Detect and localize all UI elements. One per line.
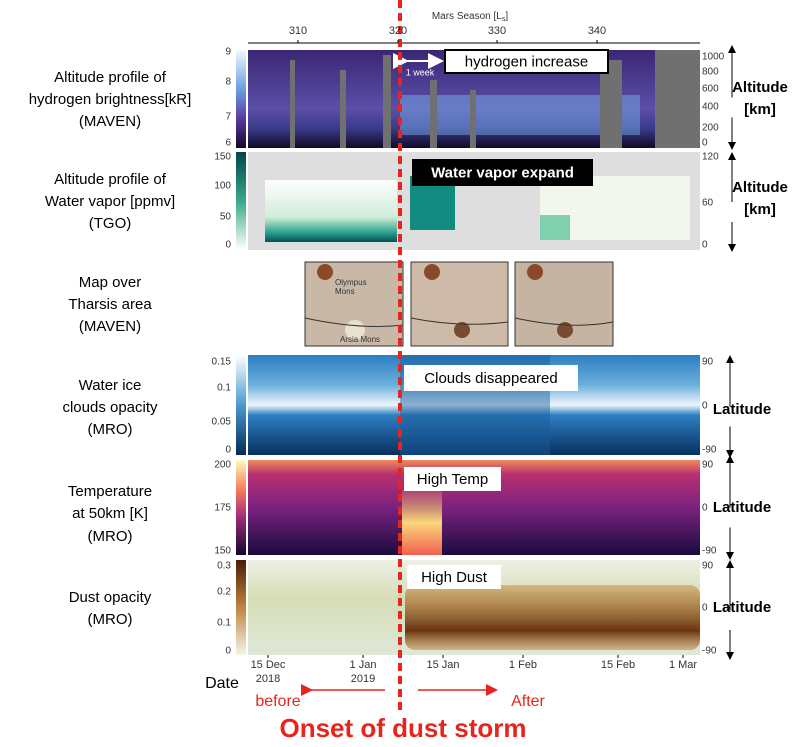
colorbar-tick-label: 0	[225, 240, 231, 251]
right-axis-label: Altitude	[732, 179, 788, 196]
week-label: 1 week	[406, 67, 435, 77]
annotation-box	[412, 159, 593, 186]
right-tick-label: -90	[702, 646, 717, 657]
right-axis-label: Altitude	[732, 79, 788, 96]
colorbar-tick-label: 0.15	[212, 357, 232, 368]
colorbar-tick-label: 9	[225, 47, 231, 58]
annotation: Water vapor expand	[431, 164, 574, 181]
right-tick-label: 0	[702, 138, 708, 149]
right-tick-label: 0	[702, 503, 708, 514]
colorbar-tick-label: 200	[214, 460, 231, 471]
panel-title: clouds opacity	[62, 399, 158, 416]
colorbar-tick-label: 0	[225, 445, 231, 456]
date-year: 2018	[256, 673, 280, 685]
map-label: Arsia Mons	[340, 335, 380, 344]
right-tick-label: 90	[702, 357, 714, 368]
colorbar-tick-label: 0	[225, 646, 231, 657]
colorbar-tick-label: 8	[225, 77, 231, 88]
top-tick-label: 340	[588, 25, 606, 37]
colorbar-tick-label: 0.05	[212, 417, 232, 428]
colorbar-tick-label: 175	[214, 503, 231, 514]
panel-title: (MRO)	[88, 611, 133, 628]
date-label: 15 Feb	[601, 659, 635, 671]
axis-label-part: ]	[505, 11, 508, 22]
top-axis-label: Mars Season [Ls]	[432, 11, 509, 23]
right-axis-label: [km]	[744, 101, 776, 118]
panel-title: (TGO)	[89, 215, 132, 232]
right-tick-label: -90	[702, 445, 717, 456]
panel-title: (MAVEN)	[79, 113, 141, 130]
right-axis-label: Latitude	[713, 401, 771, 418]
right-tick-label: 90	[702, 460, 714, 471]
annotation: High Dust	[421, 569, 488, 586]
right-tick-label: 0	[702, 603, 708, 614]
right-tick-label: 120	[702, 152, 719, 163]
colorbar-tick-label: 150	[214, 546, 231, 557]
right-tick-label: 1000	[702, 52, 725, 63]
right-axis-label: Latitude	[713, 499, 771, 516]
right-tick-label: 200	[702, 123, 719, 134]
before-label: before	[255, 693, 300, 710]
panel-title: hydrogen brightness[kR]	[29, 91, 192, 108]
colorbar-tick-label: 0.1	[217, 383, 231, 394]
right-tick-label: 0	[702, 401, 708, 412]
right-tick-label: 90	[702, 561, 714, 572]
annotation-box	[404, 467, 501, 491]
right-axis-label: [km]	[744, 201, 776, 218]
panel-title: (MAVEN)	[79, 318, 141, 335]
date-label: 1 Feb	[509, 659, 537, 671]
date-label: 15 Jan	[426, 659, 459, 671]
axis-label-part: Mars Season [L	[432, 11, 502, 22]
date-label: 1 Jan	[350, 659, 377, 671]
panel-title: Water vapor [ppmv]	[45, 193, 175, 210]
annotation: Clouds disappeared	[424, 370, 557, 387]
panel-title: Altitude profile of	[54, 171, 167, 188]
panel-title: Dust opacity	[69, 589, 152, 606]
panel-title: Map over	[79, 274, 142, 291]
top-tick-label: 330	[488, 25, 506, 37]
colorbar-tick-label: 150	[214, 152, 231, 163]
after-label: After	[511, 693, 545, 710]
date-year: 2019	[351, 673, 375, 685]
annotation-box	[444, 49, 609, 74]
annotation-box	[404, 365, 578, 391]
onset-label: Onset of dust storm	[279, 713, 526, 743]
annotation: High Temp	[417, 471, 488, 488]
colorbar-tick-label: 7	[225, 112, 231, 123]
panel-title: (MRO)	[88, 528, 133, 545]
maps	[304, 261, 614, 347]
right-tick-label: 600	[702, 84, 719, 95]
colorbar-tick-label: 50	[220, 212, 232, 223]
panel-title: Tharsis area	[68, 296, 152, 313]
map-label: Mons	[335, 287, 355, 296]
date-label: 1 Mar	[669, 659, 697, 671]
right-tick-label: 800	[702, 67, 719, 78]
map-label: Olympus	[335, 278, 367, 287]
colorbar-tick-label: 6	[225, 138, 231, 149]
colorbar-tick-label: 0.1	[217, 618, 231, 629]
panel-title: (MRO)	[88, 421, 133, 438]
top-tick-label: 320	[389, 25, 407, 37]
annotation-box	[407, 565, 501, 589]
colorbar-tick-label: 0.2	[217, 587, 231, 598]
date-axis-label: Date	[205, 675, 239, 692]
panel-title: Water ice	[79, 377, 142, 394]
right-tick-label: 60	[702, 198, 714, 209]
panel-title: Temperature	[68, 483, 152, 500]
right-tick-label: -90	[702, 546, 717, 557]
top-tick-label: 310	[289, 25, 307, 37]
colorbar-tick-label: 100	[214, 181, 231, 192]
panel-title: at 50km [K]	[72, 505, 148, 522]
annotation: hydrogen increase	[465, 53, 588, 70]
right-axis-label: Latitude	[713, 599, 771, 616]
date-label: 15 Dec	[251, 659, 286, 671]
axis-label-part: s	[502, 16, 506, 23]
colorbar-tick-label: 0.3	[217, 561, 231, 572]
right-tick-label: 400	[702, 102, 719, 113]
panel-title: Altitude profile of	[54, 69, 167, 86]
right-tick-label: 0	[702, 240, 708, 251]
